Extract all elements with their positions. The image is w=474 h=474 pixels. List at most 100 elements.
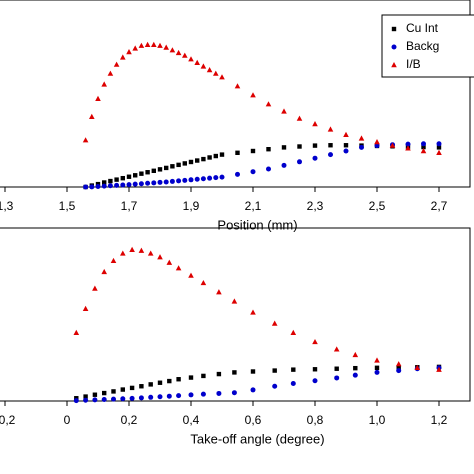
triangle-marker — [414, 364, 421, 370]
square-marker — [291, 367, 296, 372]
triangle-marker — [352, 351, 359, 358]
square-marker — [235, 150, 240, 155]
circle-marker — [216, 390, 222, 396]
triangle-marker — [250, 92, 256, 98]
square-marker — [312, 367, 318, 372]
x-tick-label: 1,5 — [59, 199, 76, 213]
square-marker — [126, 174, 132, 179]
triangle-marker — [374, 357, 380, 363]
triangle-marker — [206, 67, 213, 73]
square-marker — [92, 392, 98, 397]
triangle-marker — [219, 74, 225, 80]
circle-marker — [391, 44, 397, 50]
x-tick-label: 0,2 — [121, 413, 138, 427]
circle-marker — [297, 159, 302, 165]
x-tick-label: 2,7 — [431, 199, 448, 213]
square-marker — [129, 385, 135, 391]
triangle-marker — [120, 250, 126, 256]
triangle-marker — [436, 149, 442, 155]
circle-marker — [328, 152, 333, 158]
circle-marker — [157, 394, 163, 400]
x-tick-label: 1,2 — [431, 413, 448, 427]
x-tick-label: 1,3 — [0, 199, 14, 213]
circle-marker — [343, 148, 349, 154]
circle-marker — [182, 177, 188, 183]
circle-marker — [374, 369, 380, 375]
circle-marker — [396, 368, 402, 374]
triangle-marker — [265, 101, 272, 107]
circle-marker — [120, 396, 126, 402]
circle-marker — [101, 183, 107, 189]
circle-marker — [207, 175, 213, 181]
circle-marker — [176, 178, 182, 184]
triangle-marker — [95, 95, 101, 101]
circle-marker — [235, 171, 240, 177]
triangle-marker — [175, 49, 182, 56]
triangle-marker — [157, 254, 163, 260]
square-marker — [297, 144, 302, 149]
triangle-marker — [327, 126, 334, 132]
circle-marker — [281, 162, 287, 168]
square-marker — [328, 143, 333, 148]
triangle-marker — [194, 59, 200, 65]
circle-marker — [436, 141, 442, 147]
square-marker — [374, 365, 380, 370]
square-marker — [133, 173, 138, 178]
square-marker — [201, 156, 206, 162]
square-marker — [396, 365, 401, 370]
square-marker — [232, 370, 237, 375]
plot-frame — [0, 227, 471, 402]
circle-marker — [145, 180, 151, 186]
circle-marker — [169, 178, 175, 184]
square-marker — [195, 158, 200, 163]
triangle-marker — [358, 135, 365, 141]
square-marker — [176, 162, 181, 168]
triangle-marker — [182, 52, 188, 58]
x-tick-label: 1,7 — [121, 199, 138, 213]
circle-marker — [250, 387, 256, 393]
square-marker — [120, 387, 125, 392]
square-marker — [182, 161, 187, 166]
square-marker — [421, 144, 426, 150]
square-marker — [188, 159, 194, 165]
triangle-marker — [110, 257, 117, 264]
square-marker — [120, 175, 125, 181]
triangle-marker — [107, 70, 114, 76]
circle-marker — [114, 182, 120, 188]
triangle-marker — [138, 247, 145, 253]
triangle-marker — [312, 121, 318, 127]
triangle-marker — [374, 139, 380, 145]
x-tick-label: 1,0 — [369, 413, 386, 427]
square-marker — [102, 390, 107, 396]
x-tick-label: 2,1 — [245, 199, 262, 213]
triangle-marker — [151, 41, 157, 47]
square-marker — [148, 382, 153, 387]
triangle-marker — [250, 309, 256, 315]
triangle-marker — [188, 56, 194, 62]
square-marker — [250, 369, 256, 374]
circle-marker — [73, 398, 79, 404]
circle-marker — [312, 155, 318, 161]
triangle-marker — [391, 62, 397, 68]
legend-box — [381, 14, 474, 78]
triangle-marker — [343, 131, 349, 137]
circle-marker — [83, 397, 89, 403]
square-marker — [334, 366, 339, 371]
triangle-marker — [129, 246, 135, 252]
circle-marker — [194, 176, 200, 182]
circle-marker — [250, 169, 256, 175]
triangle-marker — [436, 366, 442, 372]
circle-marker — [231, 390, 237, 396]
x-tick-label: 0,8 — [307, 413, 324, 427]
circle-marker — [89, 184, 95, 190]
x-tick-label: -0,2 — [0, 413, 16, 427]
circle-marker — [219, 174, 225, 180]
triangle-marker — [163, 44, 169, 50]
square-marker — [266, 147, 271, 152]
circle-marker — [111, 396, 116, 402]
circle-marker — [176, 393, 182, 399]
triangle-marker — [144, 41, 151, 47]
square-marker — [157, 167, 163, 172]
square-marker — [272, 368, 277, 373]
